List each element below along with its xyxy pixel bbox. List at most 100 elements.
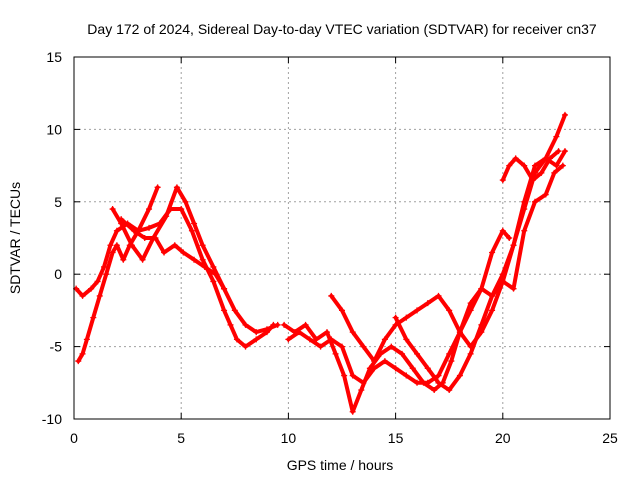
- data-point: [281, 321, 288, 328]
- data-point: [424, 300, 431, 307]
- data-point: [531, 162, 538, 169]
- series-trace-1: [75, 206, 277, 365]
- data-point: [328, 292, 335, 299]
- data-point: [90, 314, 97, 321]
- data-point: [302, 321, 309, 328]
- data-point: [296, 329, 303, 336]
- data-point: [349, 372, 356, 379]
- data-point: [478, 321, 485, 328]
- data-point: [339, 343, 345, 350]
- y-tick-label: 15: [46, 49, 62, 65]
- data-point: [152, 235, 159, 241]
- data-point: [542, 191, 549, 198]
- data-point: [561, 111, 568, 118]
- data-point: [529, 177, 536, 184]
- data-point: [88, 285, 95, 292]
- data-point: [96, 292, 103, 299]
- data-point: [103, 271, 110, 278]
- data-point: [146, 224, 153, 231]
- data-point: [199, 242, 206, 249]
- data-point: [79, 292, 86, 299]
- x-tick-label: 15: [388, 430, 404, 446]
- data-point: [414, 379, 421, 386]
- data-point: [371, 358, 378, 365]
- y-tick-label: 0: [54, 266, 62, 282]
- plot-frame: [73, 56, 611, 420]
- data-point: [506, 162, 513, 169]
- data-point: [109, 206, 116, 213]
- data-point: [403, 314, 410, 321]
- series-line: [282, 163, 565, 414]
- data-point: [94, 278, 101, 285]
- data-point: [489, 249, 496, 256]
- data-point: [478, 285, 485, 292]
- data-point: [510, 285, 517, 292]
- data-point: [521, 198, 528, 205]
- data-point: [113, 227, 120, 234]
- data-point: [180, 249, 187, 256]
- x-tick-label: 5: [177, 430, 185, 446]
- data-point: [227, 321, 234, 328]
- data-point: [561, 148, 568, 155]
- data-point: [403, 372, 410, 379]
- data-point: [101, 263, 108, 270]
- y-tick-label: -10: [42, 411, 62, 427]
- data-point: [141, 235, 148, 241]
- data-point: [306, 336, 313, 343]
- data-point: [559, 162, 566, 169]
- data-point: [253, 329, 260, 336]
- data-point: [163, 213, 170, 220]
- data-point: [555, 148, 562, 155]
- data-point: [253, 336, 260, 343]
- data-point: [431, 387, 438, 394]
- data-point: [467, 307, 474, 314]
- data-point: [435, 379, 442, 386]
- data-point: [128, 242, 135, 249]
- chart-title: Day 172 of 2024, Sidereal Day-to-day VTE…: [87, 21, 597, 37]
- data-point: [360, 379, 367, 386]
- data-point: [263, 326, 270, 333]
- data-point: [553, 133, 560, 140]
- data-point: [424, 379, 431, 386]
- series-line: [76, 207, 276, 364]
- series-line: [393, 149, 567, 392]
- series-line: [329, 112, 567, 364]
- data-point: [120, 256, 127, 263]
- data-point: [553, 162, 560, 169]
- data-point: [371, 365, 378, 372]
- series-trace-8: [392, 148, 568, 394]
- data-point: [512, 155, 519, 162]
- data-point: [414, 350, 421, 357]
- series-line: [74, 185, 160, 298]
- data-point: [467, 350, 474, 357]
- data-point: [323, 329, 330, 336]
- data-point: [399, 350, 406, 357]
- x-tick-label: 25: [602, 430, 618, 446]
- y-axis-label: SDTVAR / TECUs: [7, 182, 23, 294]
- data-point: [107, 242, 114, 249]
- series-line: [500, 149, 561, 183]
- data-point: [274, 321, 281, 328]
- data-point: [191, 220, 198, 227]
- data-point: [139, 256, 146, 263]
- data-point: [546, 155, 553, 162]
- data-point: [161, 249, 168, 256]
- data-point: [489, 292, 496, 299]
- data-point: [381, 336, 388, 343]
- data-point: [285, 336, 292, 343]
- data-point: [424, 365, 431, 372]
- data-point: [349, 329, 356, 336]
- data-point: [210, 278, 217, 285]
- data-point: [242, 321, 249, 328]
- x-tick-label: 20: [495, 430, 511, 446]
- data-point: [403, 336, 410, 343]
- data-point: [178, 206, 185, 213]
- series-trace-6: [285, 227, 513, 386]
- data-point: [210, 263, 217, 270]
- data-point: [341, 372, 348, 379]
- data-point: [499, 271, 506, 278]
- data-point: [381, 358, 388, 365]
- data-point: [233, 336, 240, 343]
